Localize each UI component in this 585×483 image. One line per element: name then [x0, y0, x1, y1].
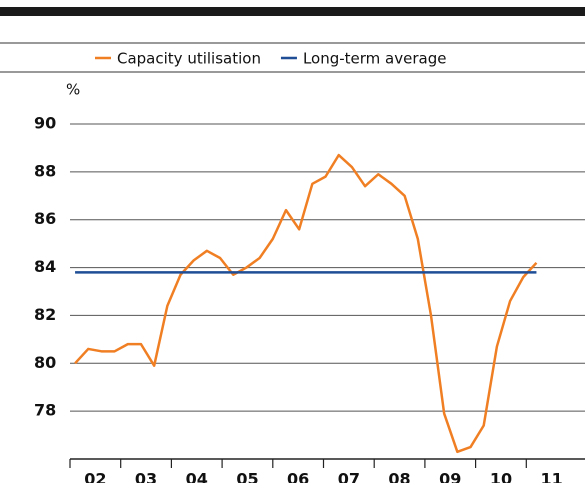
x-tick-label: 08: [388, 470, 410, 483]
x-tick-label: 06: [287, 470, 309, 483]
x-tick-label: 10: [490, 470, 512, 483]
x-tick-label: 09: [439, 470, 461, 483]
y-axis-label: %: [66, 81, 80, 99]
y-tick-label: 90: [34, 114, 56, 133]
header-bar: [0, 7, 585, 16]
series-line: [74, 153, 538, 454]
y-tick-label: 84: [34, 257, 56, 276]
x-tick-label: 04: [186, 470, 208, 483]
x-tick-label: 03: [135, 470, 157, 483]
y-tick-label: 78: [34, 401, 56, 420]
x-tick-label: 07: [338, 470, 360, 483]
y-tick-label: 86: [34, 209, 56, 228]
y-tick-label: 80: [34, 353, 56, 372]
legend-label: Capacity utilisation: [117, 50, 261, 68]
legend-label: Long-term average: [303, 50, 447, 68]
y-tick-label: 88: [34, 161, 56, 180]
y-tick-label: 82: [34, 305, 56, 324]
x-tick-label: 05: [236, 470, 258, 483]
x-tick-label: 11: [541, 470, 563, 483]
x-tick-label: 02: [84, 470, 106, 483]
